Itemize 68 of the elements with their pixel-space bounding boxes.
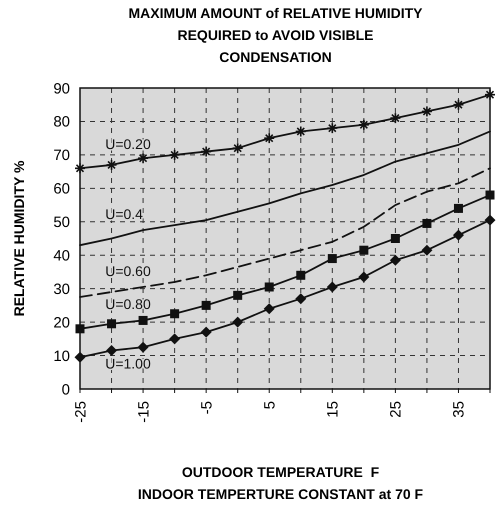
y-tick-label: 10 [53,348,70,365]
x-axis-title: OUTDOOR TEMPERATURE F [182,464,380,480]
chart-title: MAXIMUM AMOUNT of RELATIVE HUMIDITY REQUIRED to AVOID VISIBLE CONDENSATION [128,5,424,65]
text: INDOOR TEMPERTURE CONSTANT at 70 F [138,486,424,502]
point [452,98,464,111]
point [422,218,432,228]
y-tick-label: 40 [53,247,70,264]
point [264,282,274,292]
y-tick-label: 80 [53,114,70,131]
x-tick-label: 35 [450,401,468,418]
point [359,246,368,255]
point [107,319,116,328]
point [484,214,496,226]
point [452,230,464,241]
y-tick-label: 30 [53,280,70,298]
x-tick-label: 25 [388,401,405,418]
point [232,142,244,154]
point [328,254,337,264]
point [294,126,307,138]
point [138,316,148,325]
point [232,316,244,328]
point [74,352,86,363]
point [390,254,401,266]
x-tick-label: 15 [324,401,342,418]
point [486,190,494,200]
point [421,106,433,118]
point [200,326,212,338]
x-tick-label: -5 [198,401,216,414]
point [358,118,370,131]
y-axis-title: RELATIVE HUMIDITY % [11,160,27,316]
series-label: U=0.20 [105,136,151,152]
point [326,281,338,292]
point [326,122,338,134]
series-label: U=0.80 [105,296,151,312]
x-tick-label: -15 [135,401,152,423]
y-tick-label: 20 [53,314,70,332]
point [484,88,496,100]
point [264,303,275,314]
y-tick-label: 90 [53,80,70,98]
y-tick-label: 0 [62,381,70,398]
point [76,324,84,334]
point [421,244,432,256]
point [170,309,180,318]
point [168,149,180,161]
point [233,290,242,300]
y-tick-label: 70 [53,147,70,164]
point [200,146,212,158]
point [263,132,276,144]
point [390,234,400,243]
point [295,293,306,304]
point [202,300,211,310]
y-tick-label: 60 [53,180,70,198]
point [454,204,463,213]
point [137,152,149,164]
x-tick-label: -25 [72,401,90,423]
point [106,159,118,171]
y-tick-label: 50 [53,214,70,232]
point [169,333,180,344]
x-tick-label: 5 [261,401,278,410]
series-label: U=0.60 [105,262,151,279]
series-label: U=0.4 [105,206,144,222]
point [138,342,149,353]
point [390,112,402,124]
point [106,345,118,356]
series-label: U=1.00 [105,356,151,372]
point [74,162,86,174]
point [296,270,306,280]
point [358,271,370,282]
